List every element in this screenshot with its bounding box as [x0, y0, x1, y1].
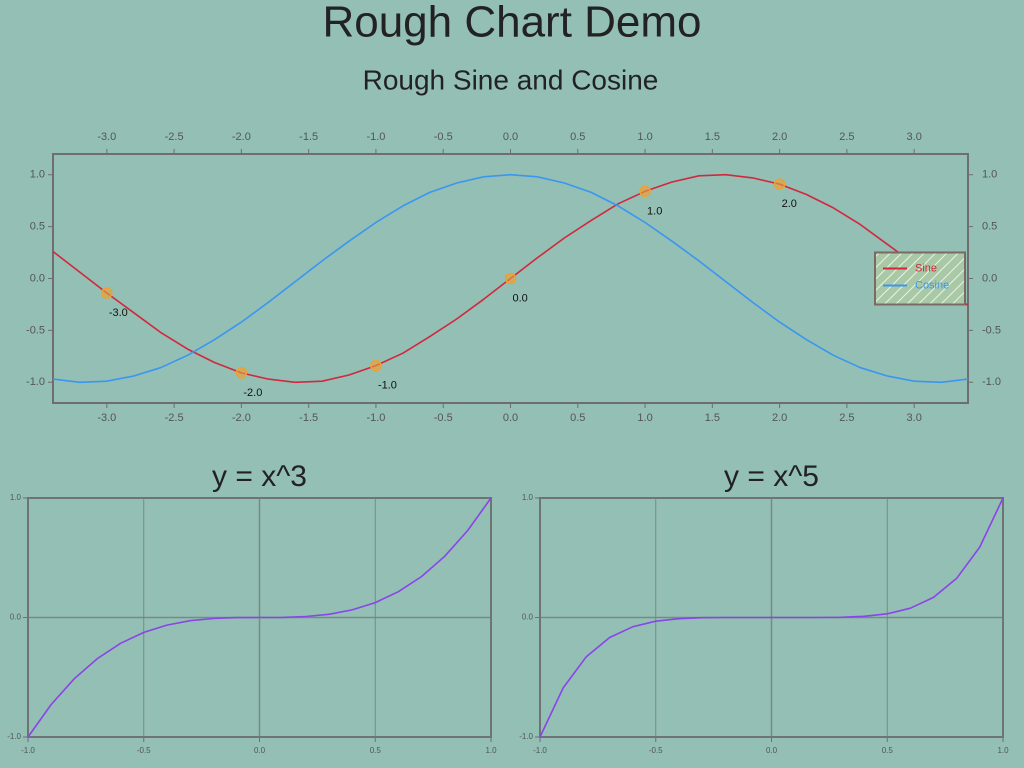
- x-tick-label-top: 1.0: [637, 131, 652, 143]
- x-tick-label: -1.0: [21, 746, 35, 755]
- annotation-marker: [773, 178, 786, 190]
- annotation-label: -1.0: [378, 380, 397, 392]
- annotation-label: -2.0: [243, 387, 262, 399]
- x-tick-label: -0.5: [649, 746, 663, 755]
- x-tick-label: 0.5: [882, 746, 894, 755]
- y-tick-label: 0.0: [10, 613, 22, 622]
- annotation-label: -3.0: [109, 307, 128, 319]
- x-tick-label: 1.0: [485, 746, 497, 755]
- y-tick-label: 0.0: [522, 613, 534, 622]
- annotation-marker: [504, 272, 517, 285]
- x-tick-label-top: -2.0: [232, 131, 251, 143]
- x-tick-label: 2.0: [772, 412, 787, 424]
- annotation-marker: [370, 359, 382, 372]
- x-tick-label-top: -1.5: [299, 131, 318, 143]
- x-tick-label: -2.5: [165, 412, 184, 424]
- x-tick-label-top: -1.0: [366, 131, 385, 143]
- x-tick-label: 0.5: [570, 412, 585, 424]
- x-tick-label-top: -2.5: [165, 131, 184, 143]
- series-line: [27, 497, 492, 738]
- x-tick-label-top: 2.0: [772, 131, 787, 143]
- x-tick-label: 0.0: [503, 412, 518, 424]
- y-tick-label-right: 1.0: [982, 169, 997, 181]
- x-tick-label-top: 0.5: [570, 131, 585, 143]
- y-tick-label-right: 0.5: [982, 221, 997, 233]
- x-tick-label: -2.0: [232, 412, 251, 424]
- annotation-marker: [235, 367, 248, 379]
- chart-title: Rough Sine and Cosine: [363, 64, 659, 95]
- x-tick-label-top: 2.5: [839, 131, 854, 143]
- chart-title: y = x^3: [212, 460, 307, 493]
- x-tick-label-top: 0.0: [503, 131, 518, 143]
- y-tick-label-right: 0.0: [982, 272, 997, 284]
- x-tick-label: 0.0: [766, 746, 778, 755]
- x-tick-label-top: -3.0: [97, 131, 116, 143]
- x-tick-label: 3.0: [907, 412, 922, 424]
- legend-label: Sine: [915, 262, 937, 274]
- y-tick-label: 0.0: [30, 272, 45, 284]
- x-tick-label-top: 3.0: [907, 131, 922, 143]
- x-tick-label-top: -0.5: [434, 131, 453, 143]
- x-tick-label: -1.0: [366, 412, 385, 424]
- legend-box: [874, 251, 966, 306]
- y-tick-label-right: -0.5: [982, 324, 1001, 336]
- x-tick-label-top: 1.5: [705, 131, 720, 143]
- page-title: Rough Chart Demo: [322, 0, 701, 47]
- y-tick-label: -0.5: [26, 324, 45, 336]
- chart-title: y = x^5: [724, 460, 819, 493]
- annotation-label: 1.0: [647, 205, 662, 217]
- x-tick-label: 0.5: [370, 746, 382, 755]
- x-tick-label: -0.5: [137, 746, 151, 755]
- legend-label: Cosine: [915, 279, 949, 291]
- y-tick-label: -1.0: [26, 376, 45, 388]
- x-tick-label: 0.0: [254, 746, 266, 755]
- x-tick-label: -0.5: [434, 412, 453, 424]
- y-tick-label: 0.5: [30, 221, 45, 233]
- y-tick-label: 1.0: [522, 493, 534, 502]
- series-line: [52, 173, 969, 384]
- annotation-marker: [101, 287, 113, 299]
- x-tick-label: 1.0: [637, 412, 652, 424]
- x-tick-label: -3.0: [97, 412, 116, 424]
- y-tick-label: 1.0: [10, 493, 22, 502]
- y-tick-label: 1.0: [30, 169, 45, 181]
- x-tick-label: -1.5: [299, 412, 318, 424]
- x-tick-label: 1.5: [705, 412, 720, 424]
- x-tick-label: -1.0: [533, 746, 547, 755]
- y-tick-label: -1.0: [519, 732, 533, 741]
- x-tick-label: 2.5: [839, 412, 854, 424]
- y-tick-label-right: -1.0: [982, 376, 1001, 388]
- series-line: [539, 497, 1004, 738]
- annotation-label: 0.0: [513, 292, 528, 304]
- annotation-marker: [639, 185, 651, 198]
- annotation-label: 2.0: [782, 198, 797, 210]
- y-tick-label: -1.0: [7, 732, 21, 741]
- x-tick-label: 1.0: [997, 746, 1009, 755]
